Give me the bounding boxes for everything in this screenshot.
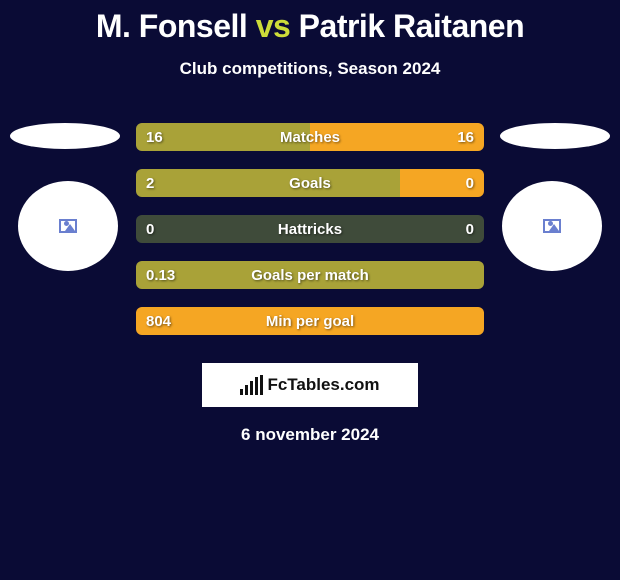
logo[interactable]: FcTables.com	[202, 363, 418, 407]
stat-label: Matches	[136, 129, 484, 146]
stat-value-left: 804	[146, 313, 171, 330]
stat-value-right: 16	[457, 129, 474, 146]
stat-value-left: 0.13	[146, 267, 175, 284]
stat-value-left: 16	[146, 129, 163, 146]
stat-row: 804Min per goal	[136, 307, 484, 335]
player2-badge-ellipse	[500, 123, 610, 149]
bar-text: 16Matches16	[136, 123, 484, 151]
title-player1: M. Fonsell	[96, 8, 247, 44]
logo-bars-icon	[240, 375, 263, 395]
stat-row: 0.13Goals per match	[136, 261, 484, 289]
page-title: M. Fonsell vs Patrik Raitanen	[8, 0, 612, 45]
subtitle: Club competitions, Season 2024	[8, 59, 612, 79]
player1-avatar	[18, 181, 118, 271]
stat-bars: 16Matches162Goals00Hattricks00.13Goals p…	[128, 123, 492, 353]
logo-text: FcTables.com	[267, 375, 379, 395]
stat-value-right: 0	[466, 221, 474, 238]
stat-value-left: 0	[146, 221, 154, 238]
stat-label: Hattricks	[136, 221, 484, 238]
player1-side	[8, 123, 128, 271]
title-player2: Patrik Raitanen	[299, 8, 524, 44]
stat-row: 2Goals0	[136, 169, 484, 197]
bar-text: 0Hattricks0	[136, 215, 484, 243]
stat-value-right: 0	[466, 175, 474, 192]
date: 6 november 2024	[8, 425, 612, 445]
stat-row: 0Hattricks0	[136, 215, 484, 243]
comparison-row: 16Matches162Goals00Hattricks00.13Goals p…	[8, 123, 612, 353]
placeholder-image-icon	[59, 219, 77, 233]
title-vs: vs	[256, 8, 291, 44]
stat-label: Goals	[136, 175, 484, 192]
stat-row: 16Matches16	[136, 123, 484, 151]
placeholder-image-icon	[543, 219, 561, 233]
bar-text: 2Goals0	[136, 169, 484, 197]
stat-label: Min per goal	[136, 313, 484, 330]
player2-avatar	[502, 181, 602, 271]
player2-side	[492, 123, 612, 271]
stat-label: Goals per match	[136, 267, 484, 284]
stat-value-left: 2	[146, 175, 154, 192]
bar-text: 804Min per goal	[136, 307, 484, 335]
bar-text: 0.13Goals per match	[136, 261, 484, 289]
player1-badge-ellipse	[10, 123, 120, 149]
